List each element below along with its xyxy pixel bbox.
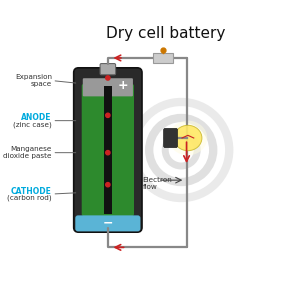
Text: Manganese
dioxide paste: Manganese dioxide paste xyxy=(3,146,52,159)
Text: Expansion
space: Expansion space xyxy=(15,74,52,87)
Text: ANODE: ANODE xyxy=(21,113,52,122)
Text: −: − xyxy=(103,217,113,230)
FancyBboxPatch shape xyxy=(164,128,178,148)
Text: +: + xyxy=(117,79,128,92)
Bar xyxy=(104,86,112,214)
Ellipse shape xyxy=(169,121,207,155)
Ellipse shape xyxy=(174,125,202,151)
Circle shape xyxy=(106,151,110,155)
Circle shape xyxy=(106,182,110,187)
FancyBboxPatch shape xyxy=(83,78,133,96)
Circle shape xyxy=(106,113,110,118)
FancyBboxPatch shape xyxy=(75,215,140,231)
FancyBboxPatch shape xyxy=(100,64,116,75)
Text: CATHODE: CATHODE xyxy=(11,187,52,196)
Text: (carbon rod): (carbon rod) xyxy=(7,195,52,201)
FancyBboxPatch shape xyxy=(74,68,142,232)
Text: (zinc case): (zinc case) xyxy=(13,122,52,128)
Bar xyxy=(152,53,172,63)
Circle shape xyxy=(106,76,110,80)
Text: Electron
flow: Electron flow xyxy=(142,177,172,190)
Text: Dry cell battery: Dry cell battery xyxy=(106,26,225,41)
FancyBboxPatch shape xyxy=(82,84,134,216)
